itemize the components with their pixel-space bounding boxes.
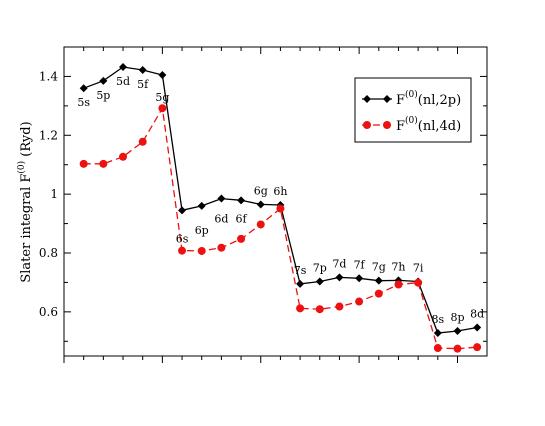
data-point: [138, 65, 147, 74]
legend-label: F(0)(nl,4d): [396, 115, 461, 134]
point-label: 8s: [431, 313, 444, 326]
point-label: 5f: [137, 78, 149, 91]
data-point: [79, 84, 88, 93]
point-label: 6d: [214, 213, 228, 226]
legend-marker: [383, 121, 391, 129]
y-tick-label: 1.2: [39, 128, 58, 142]
data-point: [394, 280, 403, 289]
y-axis-label-base: Slater integral F: [19, 174, 34, 283]
data-point: [99, 76, 108, 85]
legend-entry-1: F(0)(nl,2p): [362, 89, 461, 108]
data-point: [355, 274, 364, 283]
data-point: [178, 206, 187, 215]
point-label: 5g: [155, 91, 169, 104]
legend-box: [354, 77, 472, 143]
data-point: [119, 152, 128, 161]
legend: F(0)(nl,2p) F(0)(nl,4d): [354, 77, 472, 143]
data-point: [217, 194, 226, 203]
legend-entry-2: F(0)(nl,4d): [362, 115, 461, 134]
point-label: 7s: [294, 264, 307, 277]
data-point: [433, 344, 442, 353]
y-axis-ticks: 0.6 0.8 1 1.2 1.4: [39, 46, 487, 342]
plot-frame: [63, 46, 488, 357]
legend-marker: [383, 95, 391, 103]
data-point: [178, 246, 187, 255]
point-label: 7f: [354, 258, 366, 271]
point-label: 6h: [273, 185, 287, 198]
data-point: [197, 201, 206, 210]
data-point: [217, 243, 226, 252]
data-point: [374, 289, 383, 298]
data-point: [276, 204, 285, 213]
data-point: [414, 278, 423, 287]
data-point: [237, 196, 246, 205]
data-point: [473, 343, 482, 352]
data-point: [473, 323, 482, 332]
y-axis-label: Slater integral F(0) (Ryd): [16, 121, 34, 282]
point-label: 6s: [176, 232, 189, 245]
point-label: 7p: [313, 262, 327, 275]
data-point: [158, 104, 167, 113]
point-label: 5s: [77, 96, 90, 109]
point-label: 7h: [391, 260, 405, 273]
point-label: 5d: [116, 75, 130, 88]
point-label: 7g: [372, 261, 386, 274]
y-tick-label: 1: [50, 187, 58, 201]
legend-marker: [363, 95, 371, 103]
series-2: [79, 104, 482, 353]
data-point: [355, 297, 364, 306]
y-axis-label-unit: (Ryd): [19, 121, 34, 161]
data-point: [453, 326, 462, 335]
data-point: [315, 277, 324, 286]
point-label: 5p: [96, 89, 110, 102]
y-tick-label: 0.8: [39, 246, 58, 260]
legend-items: F(0)(nl,2p) F(0)(nl,4d): [362, 89, 461, 134]
y-tick-label: 0.6: [39, 305, 58, 319]
data-point: [374, 276, 383, 285]
point-label: 7i: [413, 262, 424, 275]
data-point: [237, 234, 246, 243]
data-point: [138, 137, 147, 146]
point-labels: 5s 5p 5d 5f 5g 6s 6p 6d 6f 6g 6h 7s 7p 7d 7f 7g 7h 7i 8s 8p…: [77, 75, 484, 326]
point-label: 8p: [450, 311, 464, 324]
data-point: [119, 63, 128, 72]
data-point: [256, 200, 265, 209]
point-label: 6f: [236, 212, 248, 225]
point-label: 8d: [470, 307, 484, 320]
point-label: 7d: [332, 257, 346, 270]
data-point: [296, 304, 305, 313]
data-point: [158, 70, 167, 79]
data-point: [197, 246, 206, 255]
series-layer: [79, 63, 482, 353]
y-axis-label-sup: (0): [16, 161, 27, 174]
data-point: [433, 329, 442, 338]
x-axis-ticks: [63, 47, 458, 363]
data-point: [315, 305, 324, 314]
data-point: [79, 159, 88, 168]
y-tick-label: 1.4: [39, 69, 58, 83]
data-point: [335, 273, 344, 282]
data-point: [453, 344, 462, 353]
data-point: [296, 279, 305, 288]
data-point: [335, 302, 344, 311]
point-label: 6p: [195, 224, 209, 237]
legend-label: F(0)(nl,2p): [396, 89, 461, 108]
legend-marker: [363, 121, 371, 129]
data-point: [256, 220, 265, 229]
data-point: [99, 159, 108, 168]
point-label: 6g: [254, 184, 268, 197]
